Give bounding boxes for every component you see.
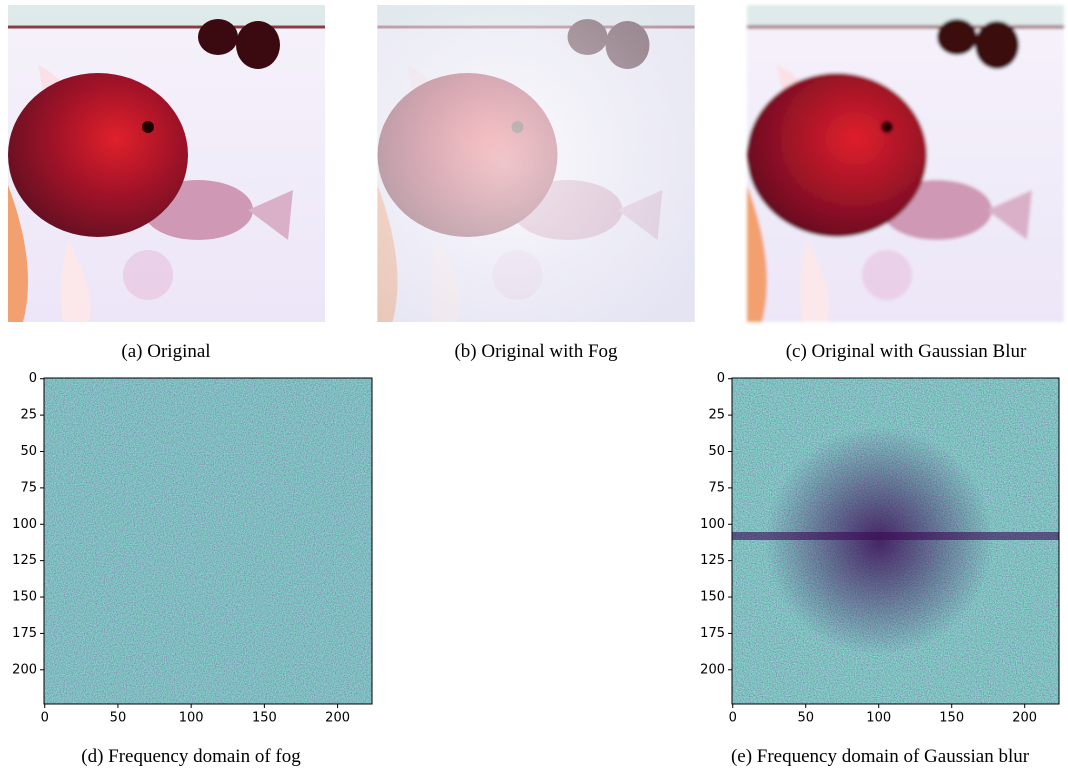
x-tick-label: 150 (252, 711, 277, 726)
y-tick-label: 50 (20, 444, 37, 459)
y-tick-label: 150 (700, 590, 725, 605)
x-tick-label: 0 (729, 711, 737, 726)
y-tick-label: 200 (700, 662, 725, 677)
caption: (b) Original with Fog (454, 341, 618, 362)
y-tick-label: 100 (700, 517, 725, 532)
heatmap-blur-band (732, 532, 1059, 540)
x-tick-label: 200 (1012, 711, 1037, 726)
x-tick-label: 50 (797, 711, 814, 726)
y-tick-label: 200 (12, 662, 37, 677)
heatmap-fog (44, 378, 372, 704)
y-tick-label: 125 (12, 553, 37, 568)
x-tick-label: 0 (41, 711, 49, 726)
y-tick-label: 0 (29, 371, 37, 386)
photo-blur (747, 5, 1064, 322)
y-tick-label: 25 (708, 408, 725, 423)
x-tick-label: 100 (179, 711, 204, 726)
caption: (c) Original with Gaussian Blur (786, 341, 1027, 362)
heatmap-blur-center (732, 378, 1059, 704)
figure: (a) Original (b) Original with Fog (c) O… (0, 0, 1068, 769)
photo-fog (377, 5, 695, 322)
y-tick-label: 75 (708, 480, 725, 495)
photo-original (8, 5, 325, 322)
y-tick-label: 50 (708, 444, 725, 459)
y-tick-label: 75 (20, 480, 37, 495)
caption: (d) Frequency domain of fog (81, 746, 301, 767)
caption: (e) Frequency domain of Gaussian blur (731, 746, 1030, 767)
y-tick-label: 175 (12, 626, 37, 641)
x-tick-label: 50 (110, 711, 127, 726)
y-tick-label: 0 (717, 371, 725, 386)
y-tick-label: 175 (700, 626, 725, 641)
x-tick-label: 150 (939, 711, 964, 726)
y-tick-label: 125 (700, 553, 725, 568)
y-tick-label: 25 (20, 408, 37, 423)
x-tick-label: 100 (866, 711, 891, 726)
x-tick-label: 200 (325, 711, 350, 726)
y-tick-label: 150 (12, 590, 37, 605)
caption: (a) Original (121, 341, 210, 362)
y-tick-label: 100 (12, 517, 37, 532)
